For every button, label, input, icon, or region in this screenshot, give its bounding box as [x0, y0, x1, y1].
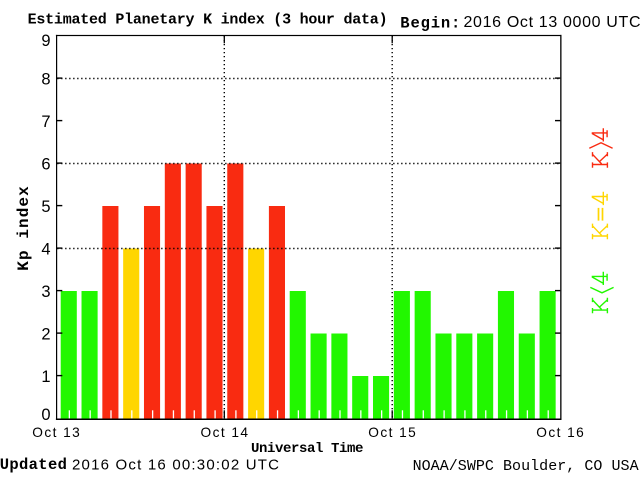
svg-text:6: 6	[41, 156, 50, 174]
svg-text:3: 3	[41, 283, 50, 301]
svg-text:Oct 13: Oct 13	[32, 425, 80, 440]
svg-text:9: 9	[41, 32, 50, 50]
svg-text:1: 1	[41, 368, 50, 386]
svg-text:2: 2	[41, 326, 50, 344]
svg-text:0: 0	[41, 406, 50, 424]
svg-text:8: 8	[41, 71, 50, 89]
svg-text:Universal Time: Universal Time	[251, 441, 364, 457]
svg-text:5: 5	[41, 198, 50, 216]
svg-text:Updated: Updated	[0, 456, 67, 474]
svg-text:Begin:: Begin:	[400, 14, 460, 32]
svg-text:Oct 16: Oct 16	[536, 425, 584, 440]
svg-text:7: 7	[41, 113, 50, 131]
svg-text:Kp index: Kp index	[15, 186, 33, 271]
svg-text:Oct 14: Oct 14	[201, 425, 249, 440]
svg-text:Estimated Planetary K index (3: Estimated Planetary K index (3 hour data…	[28, 12, 388, 29]
svg-text:NOAA/SWPC Boulder, CO USA: NOAA/SWPC Boulder, CO USA	[413, 458, 639, 475]
svg-text:2016 Oct 13 0000 UTC: 2016 Oct 13 0000 UTC	[464, 14, 640, 31]
svg-text:2016 Oct 16 00:30:02 UTC: 2016 Oct 16 00:30:02 UTC	[72, 456, 279, 473]
svg-text:4: 4	[41, 241, 50, 259]
svg-text:Oct 15: Oct 15	[368, 425, 416, 440]
